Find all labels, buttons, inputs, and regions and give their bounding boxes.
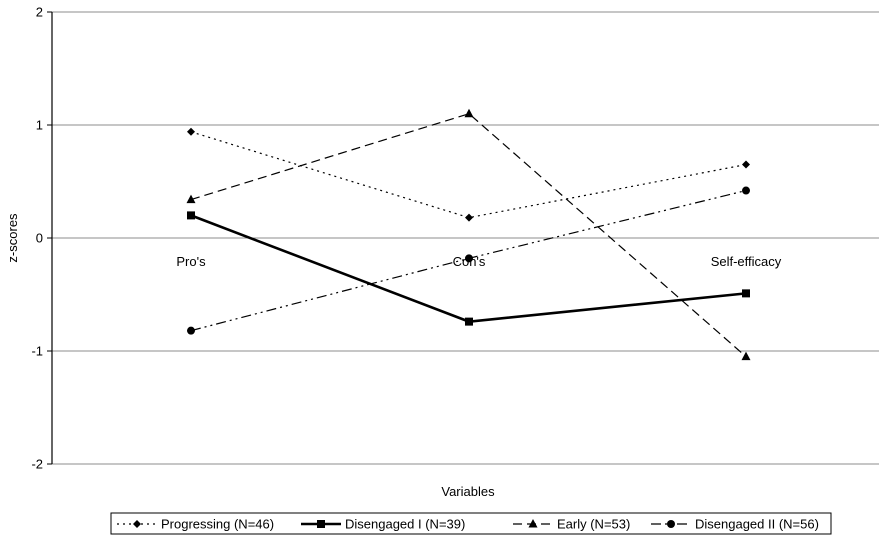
legend-label: Early (N=53) — [557, 517, 630, 532]
y-tick-label: 2 — [36, 5, 43, 20]
legend-box — [110, 512, 832, 535]
category-label: Pro's — [176, 254, 206, 269]
y-tick-labels: 2 1 0 -1 -2 — [31, 5, 43, 472]
legend-marker — [133, 520, 141, 528]
data-point — [465, 213, 473, 222]
axes — [47, 11, 53, 465]
series-group — [187, 127, 750, 222]
y-tick-label: -1 — [31, 344, 43, 359]
legend: Progressing (N=46) Disengaged I (N=39) Ear… — [110, 512, 832, 535]
data-point — [742, 289, 750, 298]
series-line — [190, 113, 747, 358]
y-tick-label: 0 — [36, 231, 43, 246]
data-point — [741, 351, 751, 361]
x-axis-title: Variables — [441, 484, 495, 499]
data-point — [464, 108, 474, 118]
legend-marker — [667, 520, 675, 528]
legend-label: Disengaged I (N=39) — [345, 517, 465, 532]
data-point — [742, 186, 750, 195]
series-lines — [186, 108, 751, 361]
series-line — [190, 131, 747, 219]
data-point — [742, 160, 750, 169]
data-point — [465, 254, 473, 263]
series-group — [186, 108, 751, 361]
category-label: Self-efficacy — [711, 254, 782, 269]
legend-marker — [317, 520, 325, 528]
data-point — [465, 317, 473, 326]
data-point — [187, 211, 195, 220]
gridlines — [52, 11, 879, 465]
legend-marker — [528, 519, 538, 528]
series-group — [187, 211, 750, 326]
data-point — [186, 194, 196, 204]
series-group — [187, 186, 750, 335]
y-tick-label: 1 — [36, 118, 43, 133]
data-point — [187, 326, 195, 335]
y-axis-title: z-scores — [5, 213, 20, 263]
legend-label: Disengaged II (N=56) — [695, 517, 819, 532]
y-tick-label: -2 — [31, 457, 43, 472]
legend-label: Progressing (N=46) — [161, 517, 274, 532]
data-point — [187, 127, 195, 136]
